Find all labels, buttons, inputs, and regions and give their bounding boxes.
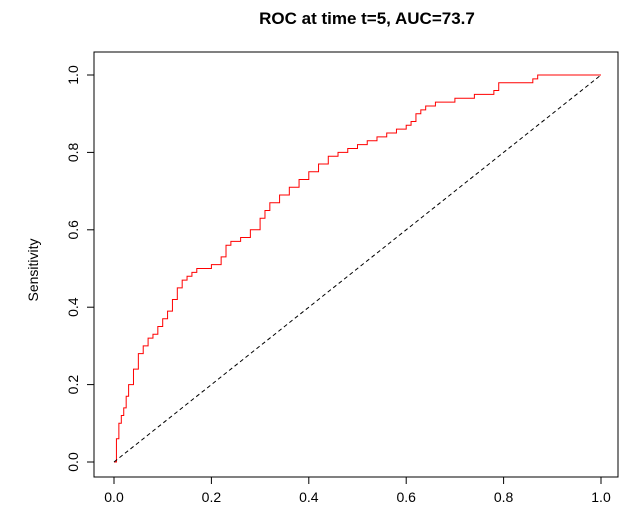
plot-frame <box>93 51 619 478</box>
x-tick-label: 0.6 <box>396 489 416 505</box>
y-tick-label: 0.0 <box>65 452 81 472</box>
y-axis-label: Sensitivity <box>25 238 41 301</box>
series-layer <box>113 74 602 463</box>
y-tick-label: 0.8 <box>65 142 81 162</box>
x-tick-label: 1.0 <box>591 489 611 505</box>
x-tick-label: 0.0 <box>104 489 124 505</box>
roc-curve-line <box>114 74 601 463</box>
y-tick-label: 0.2 <box>65 375 81 395</box>
x-tick-label: 0.4 <box>299 489 319 505</box>
chart-title: ROC at time t=5, AUC=73.7 <box>259 9 475 28</box>
x-axis: 0.0 0.2 0.4 0.6 0.8 1.0 <box>104 477 611 505</box>
y-tick-label: 0.6 <box>65 220 81 240</box>
y-axis: 0.0 0.2 0.4 0.6 0.8 1.0 <box>65 65 94 472</box>
x-tick-label: 0.8 <box>494 489 514 505</box>
x-tick-label: 0.2 <box>202 489 222 505</box>
y-tick-label: 1.0 <box>65 65 81 85</box>
reference-diagonal-line <box>113 74 602 463</box>
y-tick-label: 0.4 <box>65 297 81 317</box>
